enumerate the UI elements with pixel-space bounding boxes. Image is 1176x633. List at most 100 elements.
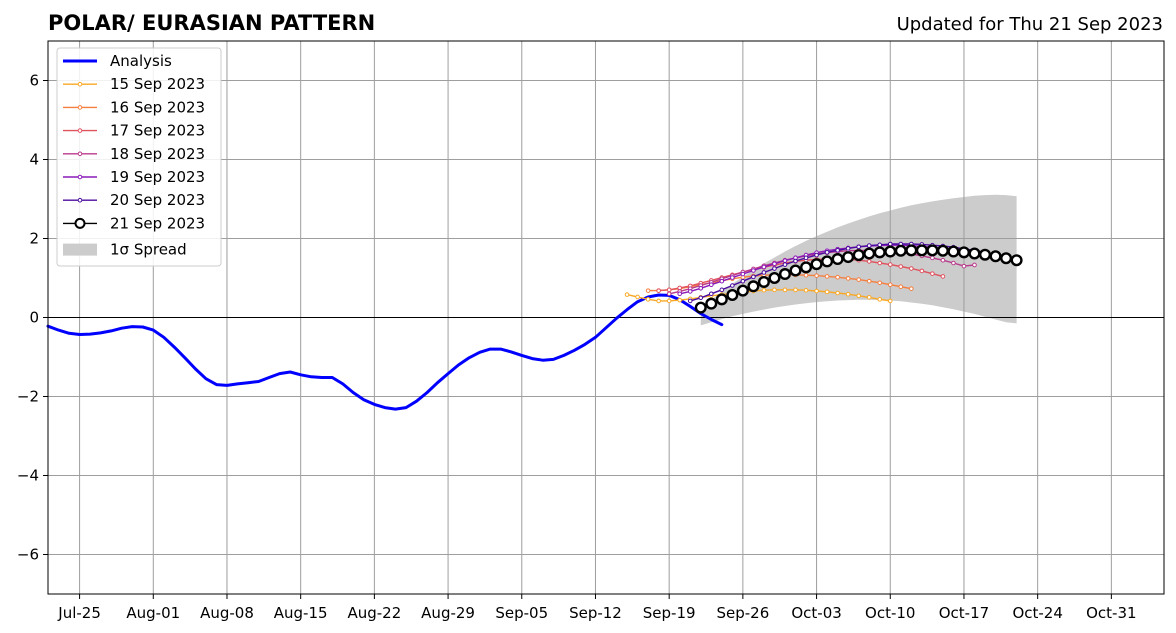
analysis-line [46, 293, 724, 411]
forecast-point [961, 263, 967, 269]
forecast-point [877, 242, 883, 248]
forecast-point [856, 277, 861, 282]
forecast-point [936, 244, 949, 257]
x-tick-label: Oct-03 [791, 604, 841, 622]
legend-label-forecast: 19 Sep 2023 [110, 168, 205, 186]
forecast-point [677, 297, 682, 303]
forecast-point [831, 253, 844, 266]
x-tick-label: Aug-15 [274, 604, 328, 622]
legend-swatch-spread [63, 243, 97, 256]
forecast-point [877, 280, 883, 286]
forecast-point [919, 268, 925, 274]
forecast-point [814, 252, 819, 258]
forecast-point [751, 274, 756, 280]
y-tick-label: 2 [29, 230, 39, 248]
legend-label-spread: 1σ Spread [110, 241, 187, 259]
legend-marker [77, 81, 83, 87]
forecast-point [761, 270, 767, 275]
forecast-point [894, 244, 907, 257]
legend-label-forecast: 16 Sep 2023 [110, 98, 205, 116]
forecast-point [705, 297, 718, 310]
forecast-line [658, 258, 944, 292]
forecast-point [719, 278, 725, 284]
forecast-point [814, 273, 819, 278]
forecast-point [884, 245, 897, 258]
forecast-point [930, 255, 935, 261]
forecast-point [856, 244, 861, 250]
forecast-point [708, 282, 714, 288]
forecast-point [645, 288, 651, 293]
forecast-point [782, 262, 788, 267]
forecast-point [751, 268, 756, 273]
forecast-point [887, 262, 893, 267]
forecast-point [694, 301, 707, 314]
forecast-point [793, 287, 798, 293]
forecast-point [772, 287, 777, 293]
forecast-point [814, 288, 819, 294]
legend-label-forecast: 18 Sep 2023 [110, 145, 205, 163]
y-tick-label: −2 [17, 388, 39, 406]
forecast-point [645, 297, 651, 302]
forecast-point [757, 275, 770, 288]
legend-label-forecast: 15 Sep 2023 [110, 75, 205, 93]
forecast-point [845, 246, 851, 251]
forecast-point [803, 272, 809, 278]
forecast-point [730, 283, 735, 288]
forecast-point [940, 274, 946, 279]
y-tick-label: −6 [17, 546, 39, 564]
forecast-point [845, 291, 851, 297]
forecast-point [698, 295, 704, 301]
forecast-point [979, 248, 992, 261]
legend-label-analysis: Analysis [110, 52, 172, 70]
x-tick-label: Sep-12 [569, 604, 622, 622]
forecast-point [909, 266, 914, 271]
forecast-point [666, 287, 672, 293]
legend-marker [77, 105, 83, 110]
forecast-point [708, 291, 714, 297]
x-tick-label: Oct-17 [939, 604, 989, 622]
x-tick-label: Aug-29 [421, 604, 475, 622]
x-tick-label: Oct-10 [865, 604, 915, 622]
updated-label: Updated for Thu 21 Sep 2023 [897, 14, 1163, 35]
forecast-point [866, 295, 872, 300]
legend-label-forecast: 17 Sep 2023 [110, 122, 205, 140]
forecast-point [793, 258, 798, 264]
forecast-point [866, 278, 872, 284]
forecast-point [782, 258, 788, 263]
forecast-point [842, 251, 855, 264]
y-tick-label: 4 [29, 151, 39, 169]
forecast-point [835, 274, 840, 280]
forecast-point [666, 291, 672, 297]
forecast-point [778, 268, 791, 281]
forecast-point [687, 289, 693, 294]
forecast-point [761, 264, 767, 270]
legend-marker [77, 197, 83, 203]
forecast-point [656, 298, 661, 304]
forecast-point [930, 271, 935, 276]
forecast-point [824, 289, 830, 295]
forecast-point [800, 261, 813, 274]
forecast-point [656, 288, 661, 293]
forecast-point [852, 249, 865, 262]
forecast-point [898, 264, 904, 269]
x-tick-label: Aug-22 [347, 604, 401, 622]
forecast-point [845, 276, 851, 281]
forecast-point [687, 298, 693, 304]
forecast-point [635, 294, 640, 300]
forecast-point [726, 288, 739, 301]
tick-labels: Jul-25 Aug-01 Aug-08 Aug-15 Aug-22 Aug-29 Sep-… [17, 72, 1137, 623]
forecast-point [951, 260, 956, 266]
forecast-point [887, 241, 893, 247]
forecast-point [698, 285, 704, 291]
forecast-point [782, 287, 788, 293]
forecast-point [926, 244, 939, 257]
forecast-point [824, 274, 830, 279]
forecast-point [624, 292, 630, 297]
forecast-point [873, 246, 886, 259]
forecast-point [972, 262, 977, 268]
x-tick-label: Oct-24 [1012, 604, 1062, 622]
forecast-point [1000, 252, 1013, 265]
series-lines [46, 241, 1023, 411]
forecast-point [772, 266, 777, 271]
